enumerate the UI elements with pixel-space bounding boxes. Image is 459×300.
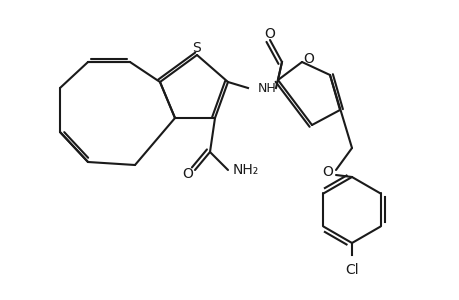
Text: O: O: [182, 167, 193, 181]
Text: NH: NH: [257, 82, 276, 94]
Text: O: O: [264, 27, 275, 41]
Text: O: O: [322, 165, 333, 179]
Text: Cl: Cl: [344, 263, 358, 277]
Text: NH₂: NH₂: [232, 163, 258, 177]
Text: S: S: [192, 41, 201, 55]
Text: O: O: [303, 52, 314, 66]
